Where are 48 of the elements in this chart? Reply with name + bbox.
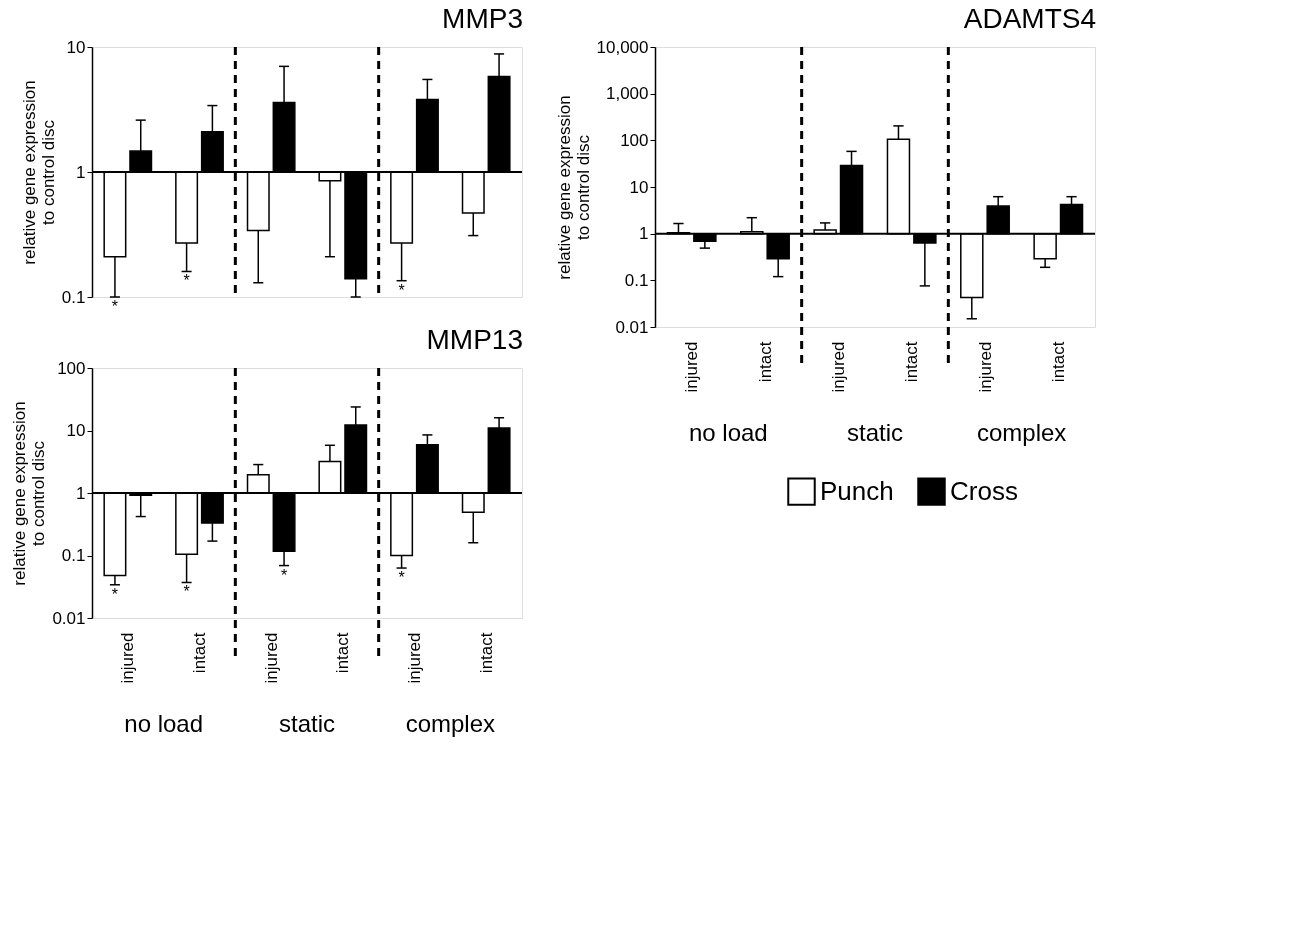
x-tick-label: intact [190, 632, 209, 674]
y-tick-label: 10,000 [596, 37, 649, 57]
chart-title: MMP13 [426, 324, 523, 355]
y-tick-label: 1 [639, 224, 649, 244]
x-tick-label: intact [902, 341, 922, 383]
y-tick-label: 1 [76, 483, 86, 503]
data-label: * [398, 569, 405, 587]
y-tick-label: 1,000 [605, 84, 649, 104]
text: no load [124, 710, 204, 737]
text: static [278, 710, 336, 737]
text: static [846, 419, 904, 446]
data-label: * [398, 281, 405, 299]
y-tick-label: 100 [57, 358, 86, 378]
data-label: * [111, 298, 119, 315]
x-tick-label: injured [118, 632, 138, 684]
y-tick-label: 10 [66, 421, 86, 440]
y-tick-label: 0.1 [61, 546, 86, 565]
y-tick-label: 0.01 [52, 608, 86, 628]
text: complex [405, 710, 496, 737]
legend-label: Punch [820, 475, 894, 506]
x-tick-label: intact [333, 632, 353, 674]
x-tick-label: injured [682, 341, 702, 393]
y-tick-label: 1 [76, 162, 86, 182]
y-tick-label: 0.1 [61, 287, 86, 307]
y-tick-label: 10 [66, 37, 86, 57]
y-tick-label: 10 [629, 177, 649, 197]
data-label: * [183, 583, 190, 601]
chart-title: ADAMTS4 [963, 3, 1096, 34]
y-axis-title: relative gene expression to control disc [19, 80, 58, 265]
data-label: * [111, 585, 119, 603]
text: complex [976, 419, 1067, 446]
legend-label: Cross [950, 475, 1018, 506]
data-label: * [280, 566, 288, 584]
y-tick-label: 0.1 [624, 270, 649, 290]
x-tick-label: intact [755, 341, 775, 383]
chart-title: MMP3 [442, 3, 523, 34]
x-tick-label: injured [828, 341, 848, 393]
x-tick-label: intact [1048, 341, 1068, 383]
y-tick-label: 100 [620, 130, 649, 150]
x-tick-label: injured [405, 632, 424, 684]
data-label: * [183, 272, 190, 290]
x-tick-label: intact [476, 632, 496, 674]
y-axis-title: relative gene expression to control disc [554, 95, 593, 280]
y-tick-label: 0.01 [615, 317, 649, 337]
y-axis-title: relative gene expression to control disc [10, 401, 49, 586]
text: no load [688, 419, 768, 446]
x-tick-label: injured [261, 632, 281, 684]
x-tick-label: injured [975, 341, 995, 393]
